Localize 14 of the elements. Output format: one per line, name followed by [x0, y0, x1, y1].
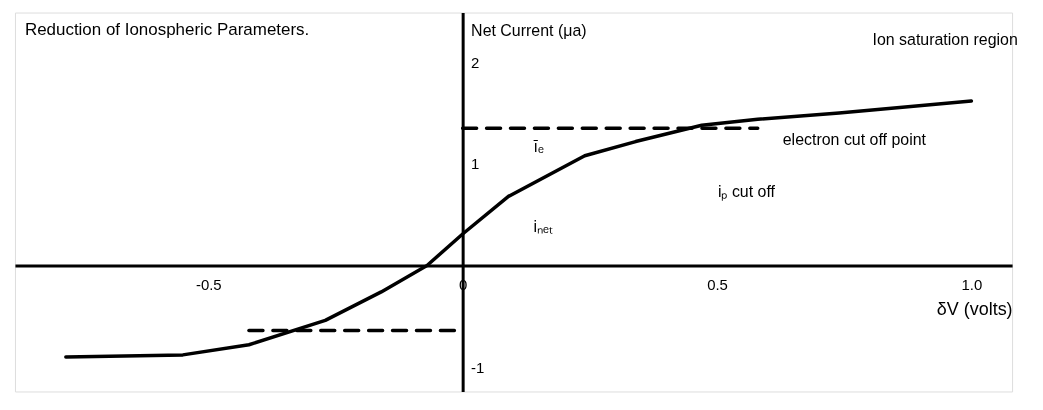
annotation: iₙₑₜ — [533, 217, 553, 235]
annotation: Ion saturation region — [872, 31, 1018, 49]
annotation: electron cut off point — [782, 131, 927, 149]
annotation: iₚ cut off — [717, 183, 776, 202]
y-tick-label: -1 — [471, 358, 485, 376]
chart-title: Reduction of Ionospheric Parameters. — [24, 20, 310, 40]
x-tick-label: 1.0 — [961, 275, 983, 293]
y-tick-label: 1 — [471, 155, 480, 173]
x-tick-label: -0.5 — [195, 275, 222, 293]
y-axis-title: Net Current (μa) — [471, 21, 587, 39]
y-tick-label: 2 — [471, 53, 480, 71]
x-tick-label: 0.5 — [707, 275, 728, 293]
annotation: īₑ — [533, 138, 544, 156]
x-axis-title: δV (volts) — [936, 298, 1013, 319]
